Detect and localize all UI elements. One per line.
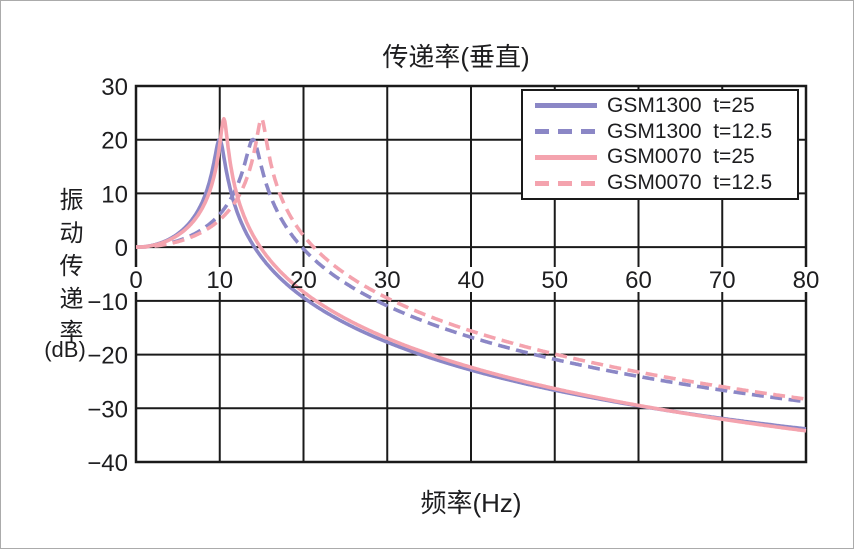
legend: GSM1300 t=25 GSM1300 t=12.5 GSM0070 t=25… (521, 89, 799, 200)
y-axis-unit: (dB) (44, 337, 86, 362)
legend-item-label: GSM1300 t=12.5 (607, 119, 773, 143)
legend-item-label: GSM0070 t=12.5 (607, 171, 773, 195)
x-tick-label: 10 (206, 267, 233, 294)
x-tick-label: 30 (374, 267, 401, 294)
y-axis-title: 振动传递率 (55, 187, 82, 352)
x-tick-label: 40 (458, 267, 485, 294)
legend-item: GSM0070 t=12.5 (523, 170, 797, 196)
x-tick-label: 50 (541, 267, 568, 294)
y-tick-label: −40 (87, 450, 128, 477)
x-tick-label: 60 (625, 267, 652, 294)
curve-gsm0070-t-25 (135, 117, 807, 433)
y-tick-label: 10 (101, 181, 128, 208)
y-tick-label: −10 (87, 289, 128, 316)
y-tick-label: −20 (87, 343, 128, 370)
legend-line-sample-solid-purple (535, 103, 597, 109)
legend-item: GSM0070 t=25 (523, 145, 797, 171)
x-tick-label: 0 (129, 267, 142, 294)
legend-item: GSM1300 t=12.5 (523, 119, 797, 145)
x-axis-title: 频率(Hz) (420, 488, 522, 518)
x-tick-label: 70 (709, 267, 736, 294)
legend-line-sample-dashed-pink (535, 180, 597, 186)
curve-gsm1300-t-12.5 (135, 137, 807, 404)
y-tick-label: 20 (101, 128, 128, 155)
x-tick-label: 80 (793, 267, 820, 294)
y-tick-label: −30 (87, 396, 128, 423)
y-tick-label: 0 (115, 235, 128, 262)
legend-item: GSM1300 t=25 (523, 93, 797, 119)
curve-gsm0070-t-12.5 (135, 117, 807, 401)
legend-line-sample-solid-pink (535, 154, 597, 160)
legend-item-label: GSM1300 t=25 (607, 93, 755, 117)
x-tick-label: 20 (290, 267, 317, 294)
legend-item-label: GSM0070 t=25 (607, 145, 755, 169)
chart-title: 传递率(垂直) (382, 42, 530, 72)
y-tick-label: 30 (101, 74, 128, 101)
x-tick-label-band (121, 267, 821, 292)
legend-line-sample-dashed-purple (535, 129, 597, 135)
